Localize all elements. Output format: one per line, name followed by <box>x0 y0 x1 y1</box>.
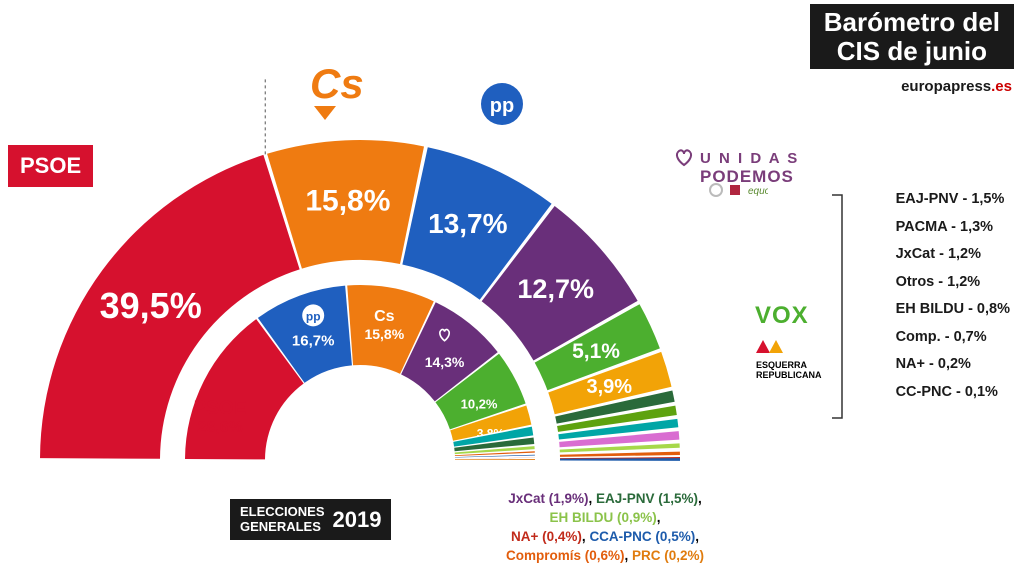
svg-text:14,3%: 14,3% <box>425 354 465 370</box>
svg-text:13,7%: 13,7% <box>428 208 507 239</box>
legend-inner-item: EAJ-PNV (1,5%) <box>596 491 698 506</box>
legend-inner-item: PRC (0,2%) <box>632 548 704 563</box>
legend-item: CC-PNC - 0,1% <box>896 379 1010 407</box>
svg-text:39,5%: 39,5% <box>100 285 202 326</box>
legend-inner-item: EH BILDU (0,9%) <box>549 510 656 525</box>
svg-text:pp: pp <box>306 309 321 323</box>
svg-text:15,8%: 15,8% <box>364 326 404 342</box>
legend-item: JxCat - 1,2% <box>896 241 1010 269</box>
legend-item: EH BILDU - 0,8% <box>896 296 1010 324</box>
svg-text:3,9%: 3,9% <box>587 376 633 398</box>
legend-item: Otros - 1,2% <box>896 269 1010 297</box>
elections-2019-box: ELECCIONES GENERALES 2019 <box>230 499 391 540</box>
svg-text:PSOE: PSOE <box>194 398 247 419</box>
segment-Comp <box>560 452 680 457</box>
legend-inner-item: NA+ (0,4%) <box>511 529 582 544</box>
svg-text:12,7%: 12,7% <box>517 274 594 304</box>
elections-line2: GENERALES <box>240 520 325 534</box>
legend-inner-item: JxCat (1,9%) <box>508 491 588 506</box>
svg-text:16,7%: 16,7% <box>292 332 335 349</box>
segment-NA <box>455 458 535 459</box>
legend-inner-minor: JxCat (1,9%), EAJ-PNV (1,5%),EH BILDU (0… <box>425 490 785 566</box>
svg-text:10,2%: 10,2% <box>461 396 498 411</box>
legend-item: EAJ-PNV - 1,5% <box>896 186 1010 214</box>
elections-year: 2019 <box>333 508 382 532</box>
legend-item: NA+ - 0,2% <box>896 351 1010 379</box>
legend-minor-parties: EAJ-PNV - 1,5%PACMA - 1,3%JxCat - 1,2%Ot… <box>896 186 1010 406</box>
segment-PRC <box>455 459 535 460</box>
svg-text:28,6%: 28,6% <box>197 419 242 436</box>
svg-text:15,8%: 15,8% <box>305 184 390 217</box>
svg-text:5,1%: 5,1% <box>572 340 620 363</box>
svg-text:Cs: Cs <box>374 308 395 325</box>
legend-item: PACMA - 1,3% <box>896 214 1010 242</box>
legend-item: Comp. - 0,7% <box>896 324 1010 352</box>
elections-line1: ELECCIONES <box>240 505 325 519</box>
legend-inner-item: Compromís (0,6%) <box>506 548 625 563</box>
legend-inner-item: CCA-PNC (0,5%) <box>589 529 695 544</box>
